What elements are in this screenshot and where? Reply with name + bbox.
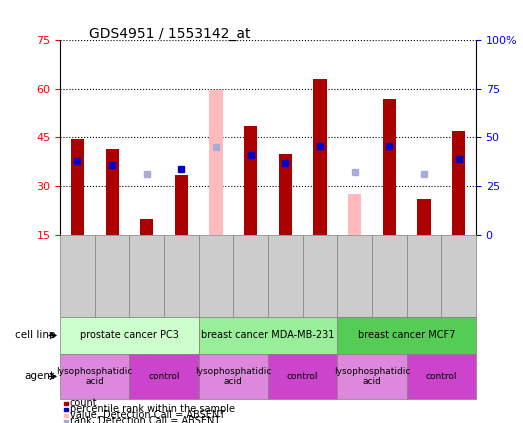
FancyBboxPatch shape bbox=[337, 317, 476, 354]
Bar bbox=[417, 199, 430, 235]
Bar bbox=[348, 194, 361, 235]
Text: cell line: cell line bbox=[15, 330, 55, 341]
Text: breast cancer MDA-MB-231: breast cancer MDA-MB-231 bbox=[201, 330, 335, 341]
Bar bbox=[64, 414, 68, 417]
FancyBboxPatch shape bbox=[372, 235, 407, 317]
FancyBboxPatch shape bbox=[407, 235, 441, 317]
FancyBboxPatch shape bbox=[233, 235, 268, 317]
Bar bbox=[71, 139, 84, 235]
FancyBboxPatch shape bbox=[129, 354, 199, 398]
Bar bbox=[313, 79, 326, 235]
Text: control: control bbox=[149, 372, 180, 381]
FancyBboxPatch shape bbox=[95, 235, 129, 317]
Bar bbox=[210, 91, 223, 235]
FancyBboxPatch shape bbox=[441, 235, 476, 317]
Bar bbox=[64, 420, 68, 423]
Bar bbox=[279, 154, 292, 235]
Text: value, Detection Call = ABSENT: value, Detection Call = ABSENT bbox=[70, 410, 225, 420]
FancyBboxPatch shape bbox=[337, 235, 372, 317]
Bar bbox=[106, 149, 119, 235]
Text: rank, Detection Call = ABSENT: rank, Detection Call = ABSENT bbox=[70, 416, 220, 423]
Bar bbox=[175, 175, 188, 235]
FancyBboxPatch shape bbox=[303, 235, 337, 317]
FancyBboxPatch shape bbox=[268, 235, 303, 317]
FancyBboxPatch shape bbox=[60, 354, 129, 398]
Bar bbox=[64, 401, 68, 405]
Bar bbox=[383, 99, 396, 235]
FancyBboxPatch shape bbox=[60, 235, 95, 317]
Bar bbox=[452, 131, 465, 235]
Text: percentile rank within the sample: percentile rank within the sample bbox=[70, 404, 235, 414]
Text: prostate cancer PC3: prostate cancer PC3 bbox=[80, 330, 179, 341]
Text: lysophosphatidic
acid: lysophosphatidic acid bbox=[56, 367, 133, 386]
FancyBboxPatch shape bbox=[407, 354, 476, 398]
Text: control: control bbox=[287, 372, 319, 381]
FancyBboxPatch shape bbox=[268, 354, 337, 398]
Text: breast cancer MCF7: breast cancer MCF7 bbox=[358, 330, 456, 341]
Text: count: count bbox=[70, 398, 97, 408]
FancyBboxPatch shape bbox=[60, 317, 199, 354]
Text: GDS4951 / 1553142_at: GDS4951 / 1553142_at bbox=[89, 27, 251, 41]
Bar bbox=[140, 219, 153, 235]
FancyBboxPatch shape bbox=[337, 354, 407, 398]
FancyBboxPatch shape bbox=[199, 354, 268, 398]
FancyBboxPatch shape bbox=[164, 235, 199, 317]
FancyBboxPatch shape bbox=[199, 317, 337, 354]
Text: control: control bbox=[426, 372, 457, 381]
Bar bbox=[64, 408, 68, 411]
Text: lysophosphatidic
acid: lysophosphatidic acid bbox=[334, 367, 410, 386]
Text: agent: agent bbox=[25, 371, 55, 382]
Text: lysophosphatidic
acid: lysophosphatidic acid bbox=[195, 367, 271, 386]
FancyBboxPatch shape bbox=[199, 235, 233, 317]
FancyBboxPatch shape bbox=[129, 235, 164, 317]
Bar bbox=[244, 126, 257, 235]
